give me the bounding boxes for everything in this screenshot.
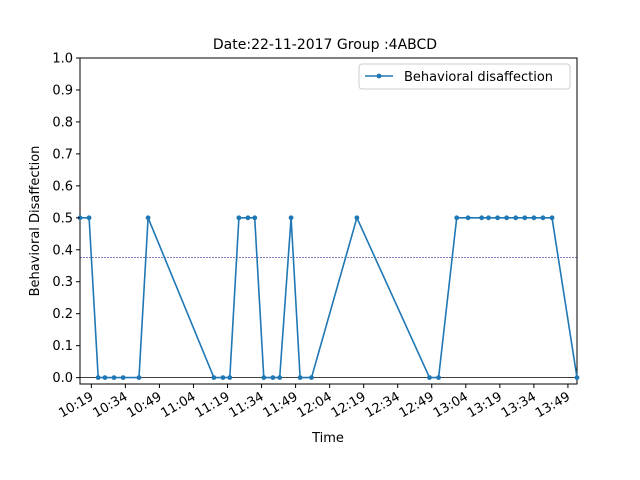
data-point [513, 215, 519, 221]
data-point [136, 375, 142, 381]
data-point [549, 215, 555, 221]
data-point [436, 375, 441, 381]
data-point [427, 375, 432, 381]
legend-marker-sample [376, 73, 382, 79]
data-point [227, 375, 233, 381]
y-tick-label: 0.5 [52, 211, 73, 226]
chart-title: Date:22-11-2017 Group :4ABCD [213, 37, 437, 53]
legend-box [358, 63, 571, 90]
data-point [486, 215, 491, 221]
data-point [504, 215, 510, 221]
y-tick-label: 0.9 [52, 83, 73, 98]
y-tick-label: 1.0 [52, 52, 73, 67]
data-point [102, 375, 108, 381]
legend-label: Behavioral disaffection [404, 70, 553, 85]
data-point [277, 375, 283, 381]
series-layer [77, 215, 580, 381]
reference-lines [80, 257, 577, 379]
plot-area [77, 57, 580, 385]
y-tick-label: 0.3 [52, 275, 73, 290]
y-tick-label: 0.1 [52, 339, 73, 354]
data-point [236, 215, 242, 221]
legend: Behavioral disaffection [358, 63, 571, 90]
data-point [111, 375, 117, 381]
data-point [495, 215, 500, 221]
data-point [86, 215, 92, 221]
y-axis-label: Behavioral Disaffection [28, 146, 43, 297]
y-tick-label: 0.4 [52, 243, 73, 258]
data-point [574, 375, 580, 381]
y-axis: 0.0 0.1 0.2 0.3 0.4 0.5 0.6 0.7 0.8 0.9 1.0 [52, 52, 80, 386]
y-tick-label: 0.7 [52, 147, 73, 162]
plot-frame [79, 57, 578, 385]
data-point [261, 375, 267, 381]
data-point [297, 375, 303, 381]
y-tick-label: 0.6 [52, 179, 73, 194]
data-point [145, 215, 151, 221]
x-axis-label: Time [311, 431, 344, 446]
data-point [540, 215, 546, 221]
data-point [465, 215, 471, 221]
data-point [95, 375, 101, 381]
y-tick-label: 0.8 [52, 115, 73, 130]
data-point [252, 215, 258, 221]
data-point [211, 375, 217, 381]
data-point [245, 215, 251, 221]
data-point [454, 215, 460, 221]
data-point [354, 215, 360, 221]
y-tick-label: 0.2 [52, 307, 73, 322]
data-point [309, 375, 314, 381]
data-point [479, 215, 485, 221]
data-point [120, 375, 126, 381]
data-point [522, 215, 528, 221]
y-tick-label: 0.0 [52, 371, 73, 386]
data-point [270, 375, 276, 381]
data-point [531, 215, 537, 221]
data-point [288, 215, 294, 221]
data-point [220, 375, 226, 381]
